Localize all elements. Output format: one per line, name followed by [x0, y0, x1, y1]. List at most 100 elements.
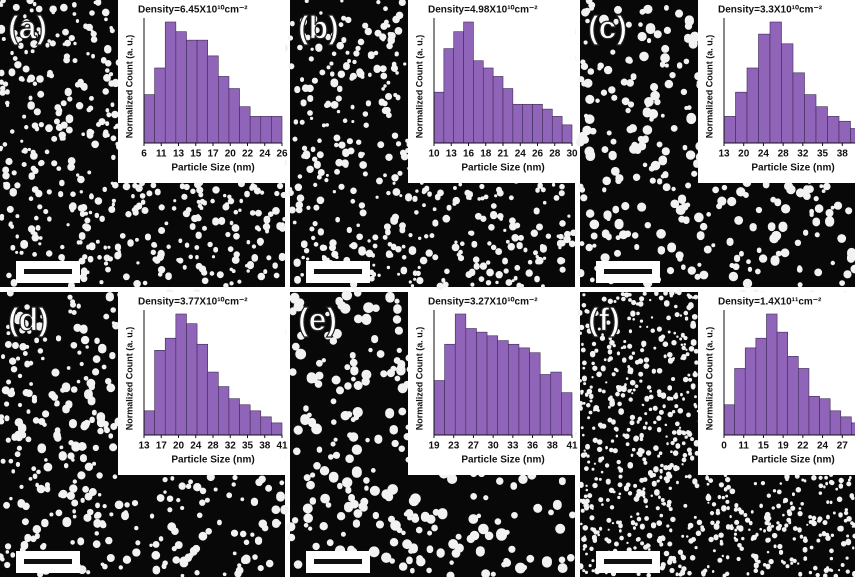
x-tick-label: 41 — [566, 441, 578, 452]
bar — [561, 392, 573, 436]
bar — [218, 76, 230, 144]
x-tick-label: 13 — [718, 149, 730, 160]
bar — [143, 410, 155, 436]
x-tick-label: 38 — [837, 149, 849, 160]
bar — [207, 371, 219, 436]
bar — [186, 323, 198, 436]
bar — [260, 116, 272, 144]
x-tick-label: 32 — [225, 441, 237, 452]
x-tick-label: 20 — [738, 149, 750, 160]
panel-label: (f) — [588, 301, 620, 337]
x-tick-label: 17 — [207, 149, 219, 160]
bar — [473, 60, 484, 144]
x-tick-label: 24 — [259, 149, 271, 160]
y-axis-label: Normalized Count (a. u.) — [704, 35, 714, 139]
bar — [196, 39, 208, 144]
bar — [271, 116, 283, 144]
bar — [744, 347, 757, 436]
x-tick-label: 20 — [225, 149, 237, 160]
bar — [228, 398, 240, 436]
x-tick-label: 28 — [207, 441, 219, 452]
bar — [735, 91, 748, 144]
panel: (a) Density=6.45X10¹⁰cm⁻² Normalized Count… — [0, 0, 289, 290]
bar — [175, 313, 187, 436]
bar — [529, 352, 541, 436]
x-tick-label: 33 — [507, 441, 519, 452]
x-tick-label: 13 — [138, 441, 150, 452]
x-tick-label: 32 — [797, 149, 809, 160]
bar — [260, 416, 272, 436]
bar — [454, 313, 467, 436]
x-tick-label: 20 — [173, 441, 185, 452]
y-axis-label: Normalized Count (a. u.) — [124, 327, 134, 431]
bar — [196, 343, 208, 436]
bar — [249, 116, 262, 144]
panel: (b) Density=4.98X10¹⁰cm⁻² Normalized Count… — [287, 0, 578, 290]
x-axis-label: Particle Size (nm) — [171, 163, 254, 174]
panel-label: (b) — [298, 9, 339, 45]
x-tick-label: 38 — [547, 441, 559, 452]
bar — [271, 422, 283, 436]
bar — [463, 21, 474, 144]
x-tick-label: 30 — [488, 441, 500, 452]
x-tick-label: 0 — [721, 441, 727, 452]
bar — [746, 67, 759, 144]
x-tick-label: 26 — [276, 149, 288, 160]
scale-bar — [314, 269, 362, 274]
x-axis-label: Particle Size (nm) — [461, 455, 544, 466]
bar — [186, 39, 198, 144]
particles — [287, 0, 577, 290]
bar — [804, 94, 817, 144]
x-tick-label: 11 — [156, 149, 167, 160]
inset-title: Density=6.45X10¹⁰cm⁻² — [138, 5, 248, 16]
bar — [164, 337, 177, 436]
panel: (c) Density=3.3X10¹⁰cm⁻² Normalized Count … — [575, 0, 855, 289]
bar — [532, 103, 543, 144]
x-tick-label: 11 — [738, 441, 749, 452]
bar — [851, 422, 855, 436]
x-tick-label: 24 — [515, 149, 527, 160]
panel: (d) Density=3.77X10¹⁰cm⁻² Normalized Count… — [0, 288, 289, 577]
x-tick-label: 21 — [497, 149, 509, 160]
panel: (e) Density=3.27X10¹⁰cm⁻² Normalized Count… — [286, 289, 578, 577]
bar — [502, 88, 514, 144]
inset-title: Density=3.3X10¹⁰cm⁻² — [718, 5, 823, 16]
x-tick-label: 27 — [468, 441, 480, 452]
x-tick-label: 26 — [532, 149, 544, 160]
x-tick-label: 24 — [190, 441, 202, 452]
bar — [143, 94, 155, 144]
scale-bar — [24, 559, 72, 564]
bar — [218, 386, 230, 436]
bar — [433, 380, 445, 436]
bar — [508, 343, 520, 436]
x-tick-label: 28 — [549, 149, 561, 160]
x-tick-label: 13 — [446, 149, 458, 160]
bar — [787, 356, 799, 436]
bar — [561, 124, 573, 144]
bar — [539, 374, 552, 436]
bar — [808, 395, 820, 436]
panel-label: (e) — [298, 301, 337, 337]
bar — [551, 116, 563, 144]
x-tick-label: 38 — [259, 441, 271, 452]
panel-label: (c) — [588, 9, 627, 45]
bar — [492, 76, 504, 144]
bar — [154, 349, 166, 436]
bar — [433, 91, 445, 144]
x-tick-label: 15 — [758, 441, 770, 452]
bar — [769, 21, 782, 144]
panel-label: (a) — [8, 9, 47, 45]
x-tick-label: 27 — [837, 441, 849, 452]
bar — [829, 410, 842, 436]
bar — [792, 72, 805, 144]
y-axis-label: Normalized Count (a. u.) — [414, 327, 424, 431]
bar — [486, 335, 498, 436]
bar — [175, 31, 187, 144]
y-axis-label: Normalized Count (a. u.) — [704, 327, 714, 431]
scale-bar — [604, 559, 652, 564]
x-tick-label: 17 — [156, 441, 168, 452]
x-tick-label: 13 — [173, 149, 185, 160]
x-tick-label: 10 — [428, 149, 440, 160]
bar — [827, 116, 840, 144]
bar — [443, 48, 455, 144]
